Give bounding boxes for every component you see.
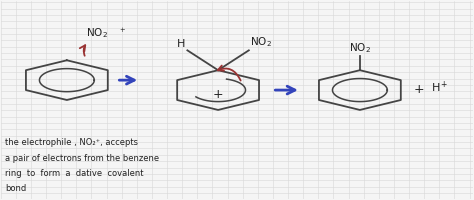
Text: $\mathregular{NO_2}$: $\mathregular{NO_2}$ [349, 42, 371, 55]
Text: $\mathregular{^+}$: $\mathregular{^+}$ [118, 27, 126, 37]
Text: bond: bond [5, 184, 27, 193]
Text: $\mathregular{NO_2}$: $\mathregular{NO_2}$ [86, 27, 108, 40]
Text: a pair of electrons from the benzene: a pair of electrons from the benzene [5, 154, 160, 163]
Text: the electrophile , NO₂⁺, accepts: the electrophile , NO₂⁺, accepts [5, 138, 138, 147]
Text: H: H [177, 39, 185, 49]
Text: ring  to  form  a  dative  covalent: ring to form a dative covalent [5, 169, 144, 178]
Text: +: + [213, 88, 223, 101]
Text: +: + [414, 83, 424, 96]
Text: $\mathregular{H^+}$: $\mathregular{H^+}$ [431, 79, 448, 95]
Text: $\mathregular{NO_2}$: $\mathregular{NO_2}$ [250, 36, 272, 49]
